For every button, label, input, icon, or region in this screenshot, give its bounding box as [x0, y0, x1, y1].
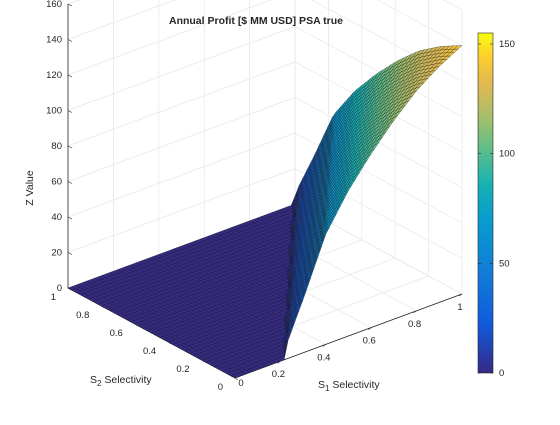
grid-line — [376, 0, 463, 46]
chart-title: Annual Profit [$ MM USD] PSA true — [169, 15, 343, 27]
x-tick-mark — [458, 293, 463, 297]
grid-line — [67, 97, 296, 182]
z-tick-label: 0 — [57, 283, 62, 294]
colorbar-ticks: 0 50 100 150 — [478, 39, 515, 379]
grid-line — [67, 61, 296, 147]
y-tick-label: 0 — [218, 382, 223, 393]
y-tick-label: 0.8 — [76, 310, 89, 321]
x-tick-mark — [413, 310, 417, 314]
grid-line — [67, 132, 296, 218]
z-tick-label: 140 — [46, 35, 62, 46]
z-tick-label: 80 — [51, 141, 62, 152]
z-axis-label: Z Value — [24, 170, 36, 206]
z-tick-mark — [67, 252, 73, 255]
z-tick-mark — [67, 74, 73, 78]
z-tick-label: 60 — [51, 177, 62, 188]
x-tick-label: 0.8 — [408, 319, 421, 330]
surface-mesh — [67, 45, 463, 379]
y-tick-label: 1 — [51, 292, 56, 303]
x-tick-label: 1 — [457, 302, 462, 313]
z-tick-mark — [67, 145, 73, 149]
colorbar-tick-label: 100 — [499, 149, 515, 160]
x-axis-label: S1 Selectivity — [318, 379, 380, 393]
y-tick-label: 0.4 — [143, 346, 156, 357]
z-tick-mark — [67, 181, 73, 184]
y-axis-label: S2 Selectivity — [90, 374, 152, 388]
colorbar-gradient — [477, 32, 494, 374]
y-tick-label: 0.6 — [110, 328, 123, 339]
colorbar-tick-label: 150 — [499, 39, 515, 50]
z-tick-label: 120 — [46, 70, 62, 81]
grid-line — [294, 26, 463, 117]
colorbar: 0 50 100 150 — [477, 32, 515, 379]
grid-line — [67, 168, 296, 253]
x-tick-mark — [368, 327, 372, 330]
z-tick-mark — [67, 3, 73, 7]
y-tick-label: 0.2 — [176, 364, 189, 375]
x-tick-label: 0.2 — [272, 369, 285, 380]
x-tick-mark — [322, 344, 326, 347]
z-tick-mark — [67, 216, 73, 220]
x-tick-label: 0.6 — [363, 336, 376, 347]
x-tick-mark — [277, 360, 281, 364]
x-tick-label: 0 — [238, 378, 243, 389]
z-tick-label: 100 — [46, 106, 62, 117]
grid-line — [67, 0, 272, 76]
z-tick-label: 20 — [51, 248, 62, 259]
y-tick-mark — [134, 323, 138, 327]
z-tick-mark — [67, 39, 73, 42]
y-tick-mark — [168, 341, 172, 345]
y-tick-mark — [67, 287, 72, 291]
z-tick-label: 40 — [51, 212, 62, 223]
y-tick-mark — [234, 377, 239, 381]
grid-line — [67, 0, 176, 40]
y-tick-mark — [201, 359, 205, 363]
colorbar-tick-label: 0 — [499, 368, 504, 379]
grid-line — [442, 0, 463, 11]
grid-line — [67, 26, 296, 111]
axis-labels: 0204060801001201401600.20.40.60.8100.20.… — [46, 0, 463, 393]
z-tick-label: 160 — [46, 0, 62, 10]
surface-patch — [453, 45, 463, 50]
x-tick-label: 0.4 — [317, 352, 330, 363]
y-tick-mark — [101, 305, 105, 309]
z-tick-mark — [67, 110, 73, 113]
colorbar-tick-label: 50 — [499, 258, 510, 269]
